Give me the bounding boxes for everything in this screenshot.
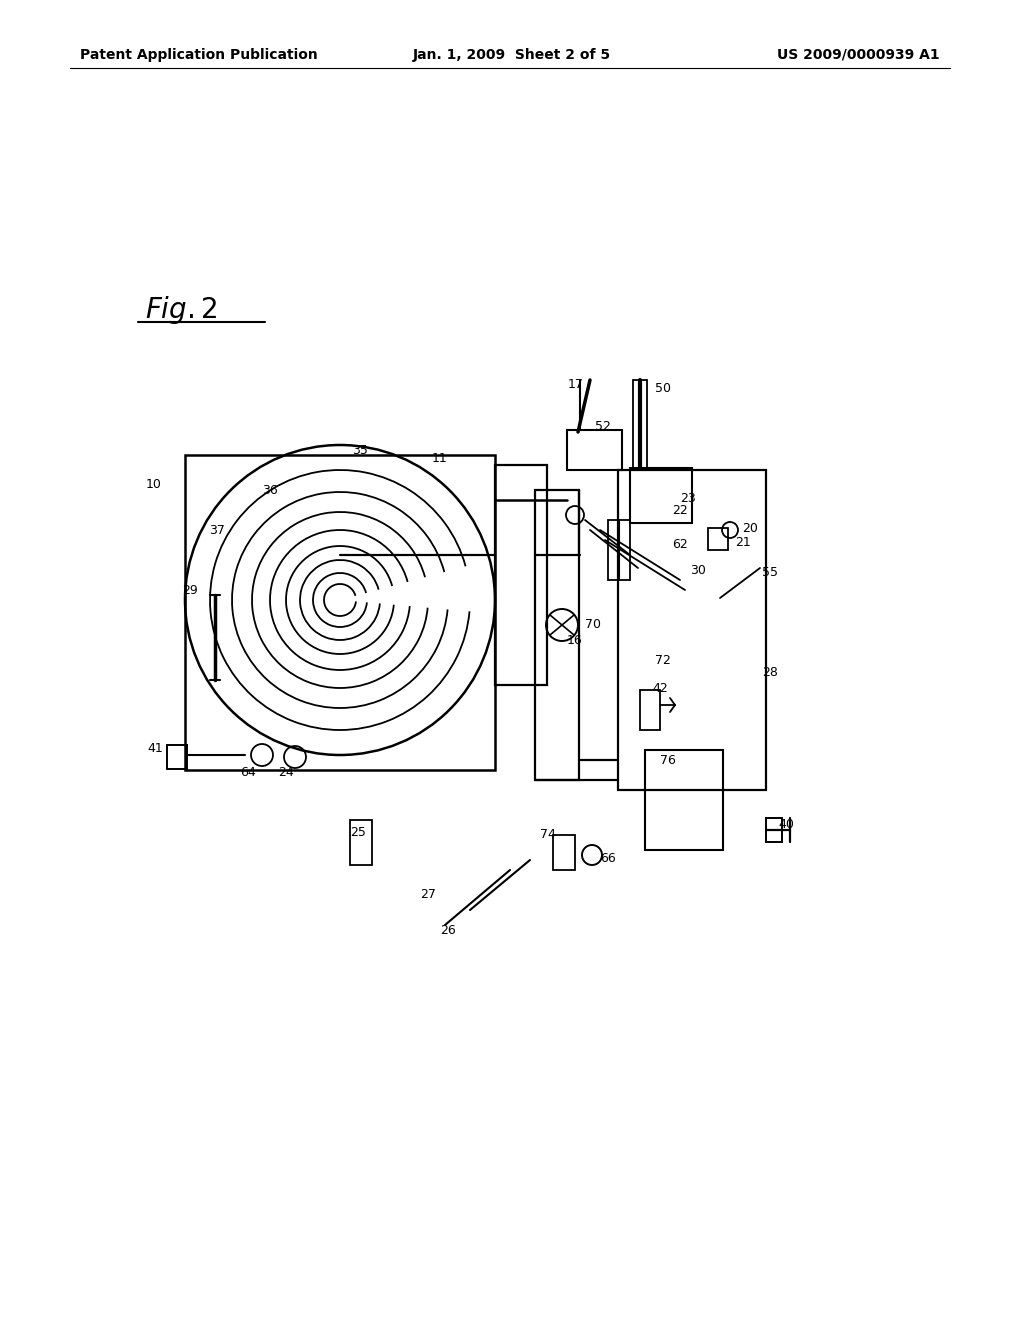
Text: US 2009/0000939 A1: US 2009/0000939 A1 (777, 48, 940, 62)
Text: 20: 20 (742, 521, 758, 535)
Text: 41: 41 (147, 742, 163, 755)
Text: Patent Application Publication: Patent Application Publication (80, 48, 317, 62)
Bar (633, 380, 647, 470)
Text: 16: 16 (567, 634, 583, 647)
Text: 36: 36 (262, 483, 278, 496)
Text: 72: 72 (655, 653, 671, 667)
Text: 74: 74 (540, 829, 556, 842)
Text: 23: 23 (680, 491, 695, 504)
Bar (630, 469, 692, 523)
Text: 27: 27 (420, 888, 436, 902)
Text: 37: 37 (209, 524, 225, 536)
Text: 42: 42 (652, 681, 668, 694)
Bar (618, 470, 766, 789)
Bar (185, 455, 495, 770)
Text: 24: 24 (278, 767, 294, 780)
Text: 52: 52 (595, 421, 611, 433)
Text: 28: 28 (762, 665, 778, 678)
Text: 17: 17 (568, 379, 584, 392)
Text: 50: 50 (655, 381, 671, 395)
Text: $\mathit{Fig.2}$: $\mathit{Fig.2}$ (145, 294, 217, 326)
Bar (708, 528, 728, 550)
Text: 30: 30 (690, 564, 706, 577)
Text: 22: 22 (672, 503, 688, 516)
Bar (640, 690, 660, 730)
Bar (645, 750, 723, 850)
Bar (167, 744, 187, 770)
Text: 62: 62 (672, 539, 688, 552)
Text: 11: 11 (432, 451, 447, 465)
Text: 76: 76 (660, 754, 676, 767)
Bar (608, 520, 630, 579)
Text: 29: 29 (182, 583, 198, 597)
Bar (535, 490, 579, 780)
Text: 35: 35 (352, 444, 368, 457)
Text: 10: 10 (146, 479, 162, 491)
Text: 26: 26 (440, 924, 456, 936)
Text: 55: 55 (762, 565, 778, 578)
Text: 70: 70 (585, 619, 601, 631)
Text: 64: 64 (240, 766, 256, 779)
Text: 40: 40 (778, 818, 794, 832)
Text: Jan. 1, 2009  Sheet 2 of 5: Jan. 1, 2009 Sheet 2 of 5 (413, 48, 611, 62)
Bar (553, 836, 575, 870)
Text: 66: 66 (600, 851, 615, 865)
Text: 21: 21 (735, 536, 751, 549)
Bar (495, 465, 547, 685)
Bar (766, 818, 782, 842)
Bar (350, 820, 372, 865)
Bar (567, 430, 622, 470)
Text: 25: 25 (350, 825, 366, 838)
